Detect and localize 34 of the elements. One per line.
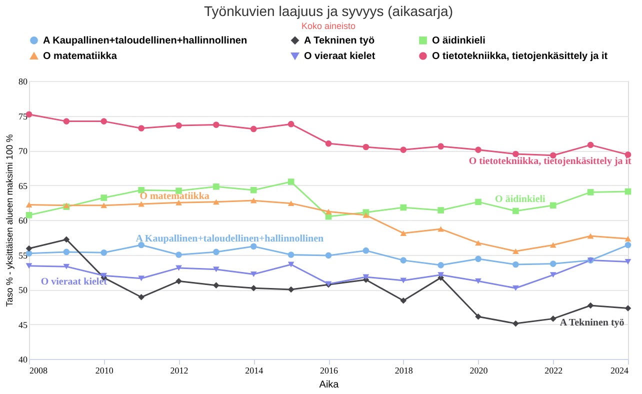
x-tick-label: 2022 xyxy=(544,366,563,376)
y-tick-label: 65 xyxy=(18,180,28,191)
annotation: O tietotekniikka, tietojenkäsittely ja it xyxy=(468,156,632,168)
y-tick-label: 40 xyxy=(18,354,28,364)
x-axis-title: Aika xyxy=(319,380,340,390)
annotation: A Tekninen työ xyxy=(560,317,624,328)
x-tick-label: 2008 xyxy=(30,366,48,376)
x-tick-label: 2014 xyxy=(245,366,264,376)
legend-label: O äidinkieli xyxy=(432,35,486,46)
x-tick-label: 2024 xyxy=(610,366,629,376)
legend-label: A Kaupallinen+taloudellinen+hallinnollinen xyxy=(43,35,248,46)
annotation: O vieraat kielet xyxy=(40,276,108,288)
y-tick-label: 70 xyxy=(18,146,28,156)
x-tick-label: 2010 xyxy=(95,366,114,376)
y-tick-label: 45 xyxy=(18,320,28,330)
y-axis-title: Taso % - yksittäisen alueen maksimi 100 % xyxy=(4,134,14,307)
x-tick-label: 2016 xyxy=(320,366,338,376)
x-tick-label: 2012 xyxy=(170,366,188,376)
y-tick-label: 75 xyxy=(18,111,28,122)
y-tick-label: 50 xyxy=(18,285,28,295)
annotation: O matematiikka xyxy=(140,191,210,202)
chart-subtitle: Koko aineisto xyxy=(301,21,356,31)
y-tick-label: 60 xyxy=(18,216,28,226)
legend-label: O matematiikka xyxy=(43,51,118,62)
legend-label: O tietotekniikka, tietojenkäsittely ja it xyxy=(432,51,608,62)
chart-title: Työnkuvien laajuus ja syvyys (aikasarja) xyxy=(204,3,453,19)
y-tick-label: 80 xyxy=(18,76,28,86)
legend-label: A Tekninen työ xyxy=(304,35,375,46)
y-tick-label: 55 xyxy=(18,250,28,260)
annotation: O äidinkieli xyxy=(495,194,546,206)
annotation: A Kaupallinen+taloudellinen+hallinnollinen xyxy=(136,233,324,244)
x-tick-label: 2018 xyxy=(394,366,414,376)
legend-label: O vieraat kielet xyxy=(304,51,376,62)
x-tick-label: 2020 xyxy=(470,366,488,376)
